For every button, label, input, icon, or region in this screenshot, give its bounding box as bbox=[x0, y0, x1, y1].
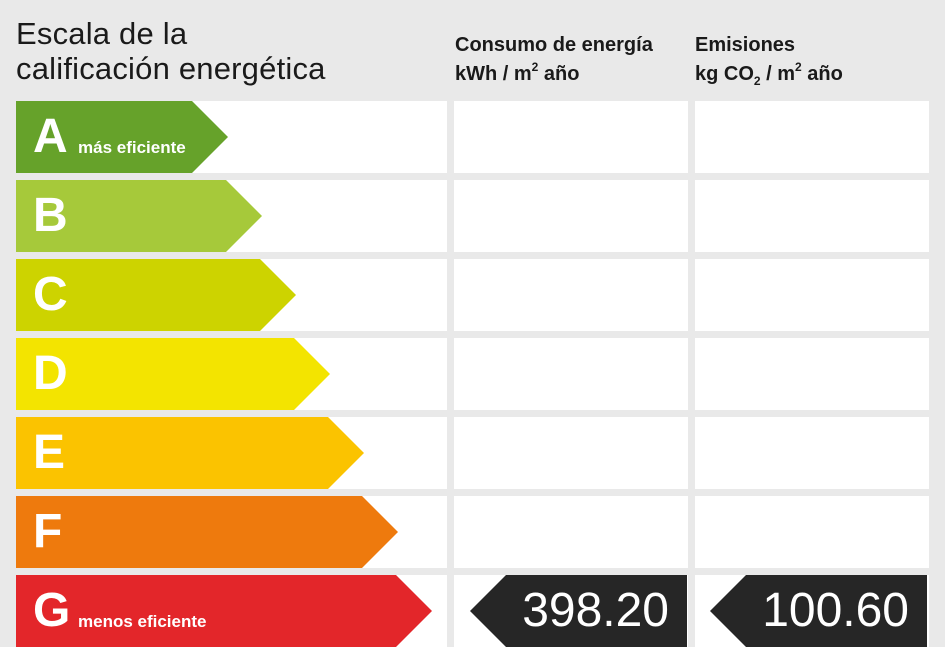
emissions-value-marker: 100.60 bbox=[710, 575, 927, 647]
emissions-cell-d bbox=[695, 338, 929, 410]
energy-header-unit: kWh / m2 año bbox=[455, 60, 580, 85]
rating-letter: C bbox=[33, 268, 68, 321]
rating-arrow-d: D bbox=[16, 338, 330, 410]
rating-arrow-f: F bbox=[16, 496, 398, 568]
energy-cell-b bbox=[454, 180, 688, 252]
rating-letter: D bbox=[33, 347, 68, 400]
rating-arrow-c: C bbox=[16, 259, 296, 331]
energy-cell-c bbox=[454, 259, 688, 331]
rating-arrow-e: E bbox=[16, 417, 364, 489]
rating-letter: B bbox=[33, 189, 68, 242]
rating-letter: E bbox=[33, 426, 66, 479]
energy-header-title: Consumo de energía bbox=[455, 34, 653, 56]
emissions-cell-a bbox=[695, 101, 929, 173]
scale-title-line-1: Escala de la bbox=[16, 16, 188, 51]
scale-title: Escala de la calificación energética bbox=[16, 16, 326, 86]
emissions-cell-f bbox=[695, 496, 929, 568]
emissions-header-title: Emisiones bbox=[695, 34, 796, 56]
emissions-cell-e bbox=[695, 417, 929, 489]
emissions-cell-b bbox=[695, 180, 929, 252]
emissions-cell-c bbox=[695, 259, 929, 331]
energy-cell-e bbox=[454, 417, 688, 489]
rating-label: menos eficiente bbox=[78, 612, 207, 631]
emissions-header-unit: kg CO2 / m2 año bbox=[695, 60, 843, 88]
energy-cell-a bbox=[454, 101, 688, 173]
emissions-column-header: Emisiones kg CO2 / m2 año bbox=[695, 31, 843, 89]
rating-label: más eficiente bbox=[78, 138, 186, 157]
energy-column-header: Consumo de energía kWh / m2 año bbox=[455, 31, 653, 89]
rating-letter: G bbox=[33, 584, 71, 637]
rating-letter: F bbox=[33, 505, 63, 558]
energy-cell-d bbox=[454, 338, 688, 410]
scale-title-line-2: calificación energética bbox=[16, 51, 326, 86]
rating-arrow-b: B bbox=[16, 180, 262, 252]
energy-cell-f bbox=[454, 496, 688, 568]
rating-letter: A bbox=[33, 110, 68, 163]
energy-value-marker: 398.20 bbox=[470, 575, 687, 647]
